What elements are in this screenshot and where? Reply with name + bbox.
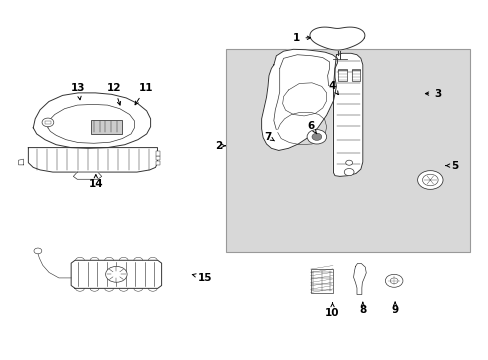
Text: 1: 1	[293, 33, 310, 43]
Polygon shape	[261, 49, 337, 150]
Polygon shape	[309, 27, 364, 50]
Polygon shape	[19, 159, 23, 165]
Bar	[225, 49, 469, 252]
Text: 3: 3	[425, 89, 440, 99]
Text: 5: 5	[445, 161, 457, 171]
Bar	[45, 121, 51, 124]
Circle shape	[417, 171, 442, 189]
Bar	[155, 151, 160, 156]
Bar	[337, 69, 346, 81]
Circle shape	[385, 274, 402, 287]
Text: 10: 10	[325, 303, 339, 318]
Bar	[155, 156, 160, 160]
Circle shape	[34, 248, 41, 254]
Text: 13: 13	[71, 83, 85, 100]
Text: 4: 4	[328, 81, 338, 95]
Circle shape	[389, 278, 397, 284]
Text: 11: 11	[135, 83, 153, 105]
Text: 12: 12	[107, 83, 122, 105]
Polygon shape	[333, 53, 362, 176]
Circle shape	[344, 168, 353, 176]
Circle shape	[306, 130, 326, 144]
Bar	[310, 269, 332, 292]
Circle shape	[311, 133, 321, 140]
Circle shape	[105, 266, 127, 282]
Text: 9: 9	[391, 302, 398, 315]
Text: 14: 14	[88, 175, 103, 189]
Polygon shape	[353, 264, 366, 294]
Text: 7: 7	[264, 132, 274, 142]
Polygon shape	[33, 93, 150, 148]
Polygon shape	[48, 104, 134, 143]
Text: 2: 2	[215, 141, 224, 151]
Bar	[351, 69, 360, 81]
Polygon shape	[71, 260, 161, 288]
Text: 15: 15	[192, 273, 212, 283]
Circle shape	[42, 118, 54, 127]
Bar	[155, 161, 160, 165]
Text: 8: 8	[359, 302, 366, 315]
Bar	[91, 120, 122, 134]
Polygon shape	[28, 148, 157, 172]
Circle shape	[345, 160, 352, 165]
Polygon shape	[73, 172, 102, 179]
Circle shape	[422, 174, 437, 186]
Text: 6: 6	[307, 121, 316, 134]
